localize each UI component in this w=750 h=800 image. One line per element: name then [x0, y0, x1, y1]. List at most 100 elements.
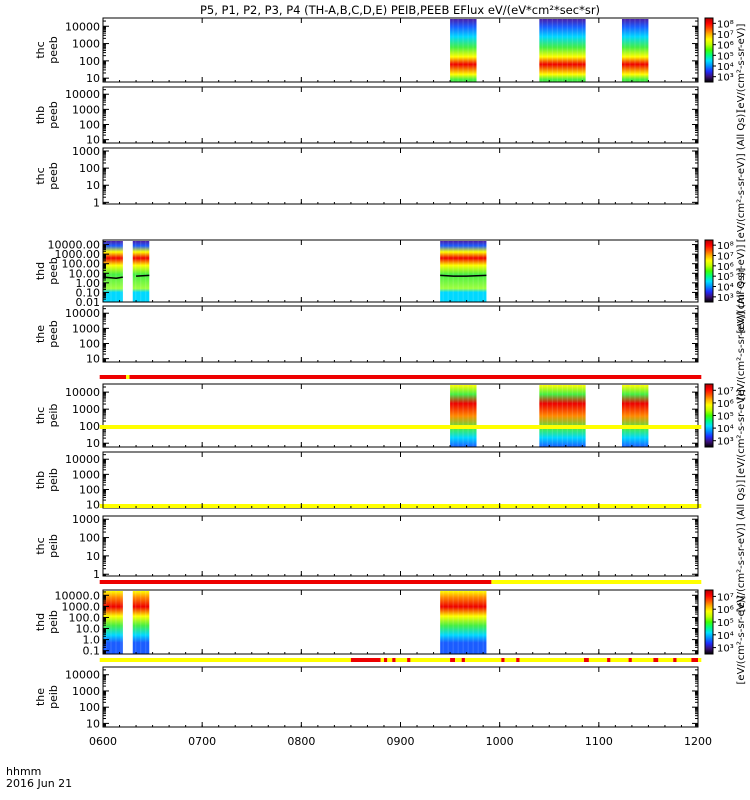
y-label-probe: thc: [34, 537, 47, 554]
y-tick-label: 100: [79, 162, 100, 175]
y-tick-label: 1.0: [83, 634, 101, 647]
panel-2: 10 100 1000 10000 thb peeb: [34, 86, 699, 147]
flag-segment: [658, 658, 674, 662]
x-tick-label: 0600: [89, 735, 117, 748]
x-tick-label: 0900: [387, 735, 415, 748]
side-label: [eV/(cm²-s-sr-eV)] (All Qs)]: [736, 268, 747, 401]
y-label-product: peeb: [47, 320, 60, 348]
panel-frame: [102, 17, 699, 83]
colorbar-tick-label: 10⁸: [717, 19, 734, 30]
y-tick-label: 10000: [65, 453, 100, 466]
colorbar-tick-label: 10³: [717, 644, 734, 655]
flag-segment: [380, 658, 384, 662]
panel-10: 10 100 1000 10000 the peib: [34, 666, 699, 730]
flag-segment: [407, 658, 411, 662]
flag-segment: [676, 658, 692, 662]
flag-segment: [698, 658, 702, 662]
y-label-probe: the: [34, 688, 47, 706]
y-tick-label: 10000: [65, 307, 100, 320]
y-label-product: peeb: [47, 101, 60, 129]
chart-title: P5, P1, P2, P3, P4 (TH-A,B,C,D,E) PEIB,P…: [200, 3, 600, 17]
flag-segment: [501, 658, 505, 662]
y-tick-label: 100: [79, 119, 100, 132]
flag-bar-2: [99, 425, 702, 429]
panel-frame: [102, 147, 699, 205]
y-tick-label: 1000: [72, 145, 100, 158]
colorbar-tick-label: 10⁷: [717, 592, 734, 603]
y-tick-label: 100: [79, 701, 100, 714]
colorbar-tick-label: 10⁶: [717, 605, 734, 616]
y-label-probe: thb: [34, 106, 47, 124]
y-tick-label: 1000: [72, 468, 100, 481]
y-tick-label: 1000: [72, 103, 100, 116]
y-tick-label: 0.01: [76, 296, 101, 309]
spectrogram-block: [440, 241, 487, 302]
overlay-line: [136, 274, 150, 277]
flag-segment: [464, 658, 502, 662]
y-tick-label: 100: [79, 532, 100, 545]
y-tick-label: 10000.00: [48, 239, 101, 252]
colorbar-label: [eV/(cm²-s-sr-eV)]: [736, 595, 747, 684]
flag-segment: [673, 658, 677, 662]
y-tick-label: 10: [86, 353, 100, 366]
y-tick-label: 100: [79, 55, 100, 68]
flag-segment: [461, 658, 465, 662]
flag-segment: [519, 658, 584, 662]
overlay-line: [102, 276, 123, 280]
y-tick-label: 1: [93, 568, 100, 581]
flag-segment: [99, 580, 492, 584]
panel-frame: [102, 86, 699, 144]
colorbar-label: [eV/(cm²-s-sr-eV)]: [736, 23, 747, 112]
y-tick-label: 10000: [65, 88, 100, 101]
colorbar: [704, 383, 714, 448]
x-axis-label-date: 2016 Jun 21: [6, 777, 72, 790]
colorbar: [704, 239, 714, 303]
y-label-probe: thc: [34, 41, 47, 58]
y-label-product: peeb: [47, 162, 60, 190]
y-tick-label: 10000.0: [55, 589, 101, 602]
y-tick-label: 10: [86, 437, 100, 450]
colorbar-tick-label: 10⁶: [717, 41, 734, 52]
flag-segment: [410, 658, 451, 662]
y-tick-label: 10: [86, 550, 100, 563]
y-tick-label: 10: [86, 134, 100, 147]
y-tick-label: 1000: [72, 685, 100, 698]
colorbar-tick-label: 10⁷: [717, 386, 734, 397]
y-label-probe: thd: [34, 613, 47, 631]
y-tick-label: 10000: [65, 386, 100, 399]
colorbar-tick-label: 10⁵: [717, 272, 734, 283]
y-tick-label: 1000: [72, 513, 100, 526]
y-tick-label: 10.0: [76, 623, 101, 636]
x-tick-label: 1200: [684, 735, 712, 748]
panel-frame: [102, 305, 699, 363]
colorbar-tick-label: 10⁵: [717, 618, 734, 629]
y-tick-label: 10: [86, 179, 100, 192]
y-tick-label: 10.00: [69, 267, 101, 280]
panel-frame: [102, 589, 699, 655]
colorbar-tick-label: 10³: [717, 437, 734, 448]
y-tick-label: 1000.0: [62, 600, 101, 613]
panel-frame: [102, 515, 699, 577]
colorbar-tick-label: 10⁴: [717, 283, 734, 294]
colorbar-tick-label: 10⁶: [717, 399, 734, 410]
spectrogram-block: [450, 385, 477, 447]
flag-segment: [99, 425, 702, 429]
y-tick-label: 1000: [72, 403, 100, 416]
spectrogram-block: [539, 385, 586, 447]
spectrogram-block: [621, 19, 649, 82]
panel-frame: [102, 666, 699, 728]
y-tick-label: 100.00: [62, 258, 101, 271]
spectrogram-block: [621, 385, 649, 447]
y-label-probe: thc: [34, 167, 47, 184]
panel-frame: [102, 383, 699, 448]
panel-frame: [102, 239, 699, 303]
flag-segment: [516, 658, 520, 662]
y-label-product: peeb: [47, 36, 60, 64]
flag-segment: [450, 658, 456, 662]
y-label-product: peib: [47, 468, 60, 492]
panel-frame: [102, 451, 699, 509]
